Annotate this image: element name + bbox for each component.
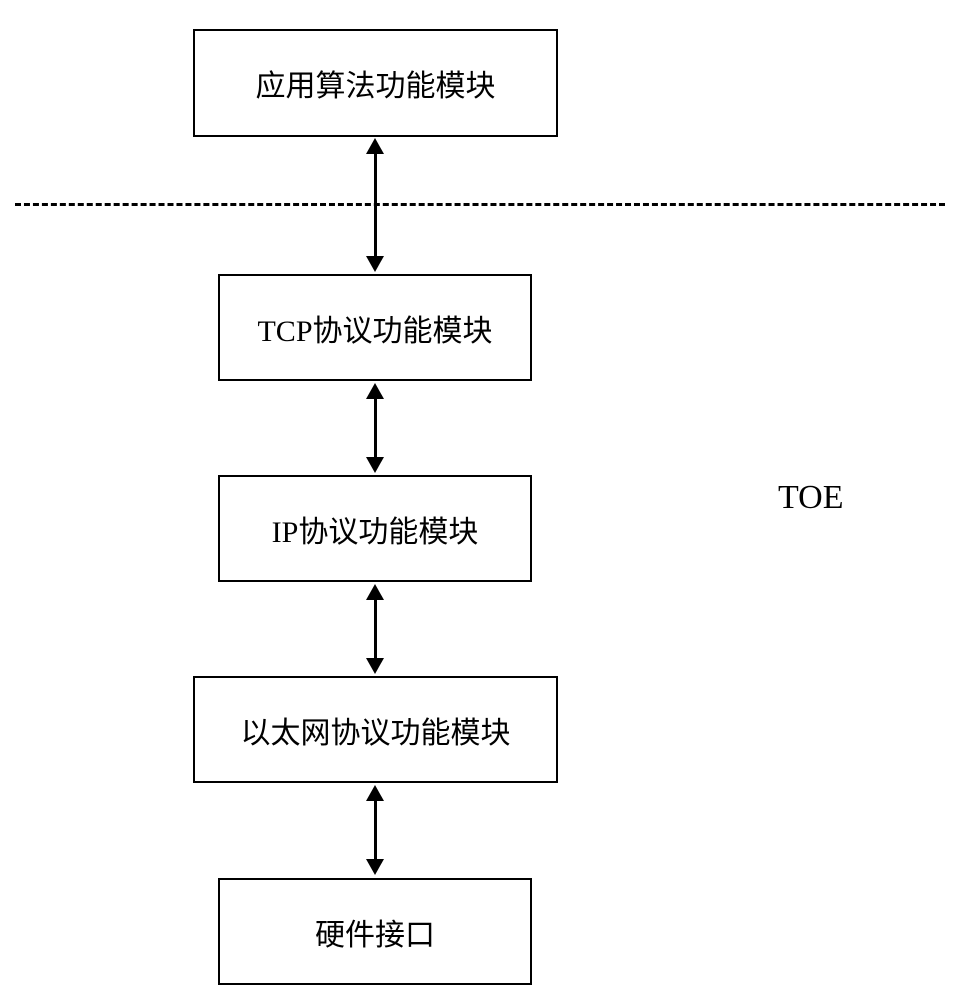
block-tcp-protocol-label: TCP协议功能模块 (257, 306, 492, 350)
arrow-1 (365, 138, 385, 272)
arrow-head-down-icon (366, 256, 384, 272)
block-tcp-protocol: TCP协议功能模块 (218, 274, 532, 381)
block-ip-protocol: IP协议功能模块 (218, 475, 532, 582)
arrow-head-up-icon (366, 785, 384, 801)
arrow-head-down-icon (366, 859, 384, 875)
diagram-container: 应用算法功能模块 TCP协议功能模块 IP协议功能模块 以太网协议功能模块 (0, 0, 956, 1000)
arrow-4 (365, 785, 385, 875)
block-ip-protocol-label: IP协议功能模块 (272, 507, 479, 551)
dashed-separator (15, 203, 945, 206)
block-app-algorithm-label: 应用算法功能模块 (256, 61, 496, 105)
arrow-head-up-icon (366, 138, 384, 154)
block-ethernet-protocol: 以太网协议功能模块 (193, 676, 558, 783)
block-hardware-interface: 硬件接口 (218, 878, 532, 985)
arrow-head-up-icon (366, 584, 384, 600)
arrow-2 (365, 383, 385, 473)
toe-label: TOE (778, 479, 843, 517)
arrow-line (374, 154, 377, 256)
block-app-algorithm: 应用算法功能模块 (193, 29, 558, 137)
arrow-head-down-icon (366, 658, 384, 674)
arrow-line (374, 801, 377, 859)
arrow-line (374, 600, 377, 658)
arrow-line (374, 399, 377, 457)
toe-label-text: TOE (778, 479, 843, 516)
arrow-3 (365, 584, 385, 674)
block-hardware-interface-label: 硬件接口 (315, 910, 435, 954)
arrow-head-down-icon (366, 457, 384, 473)
block-ethernet-protocol-label: 以太网协议功能模块 (241, 708, 511, 752)
arrow-head-up-icon (366, 383, 384, 399)
